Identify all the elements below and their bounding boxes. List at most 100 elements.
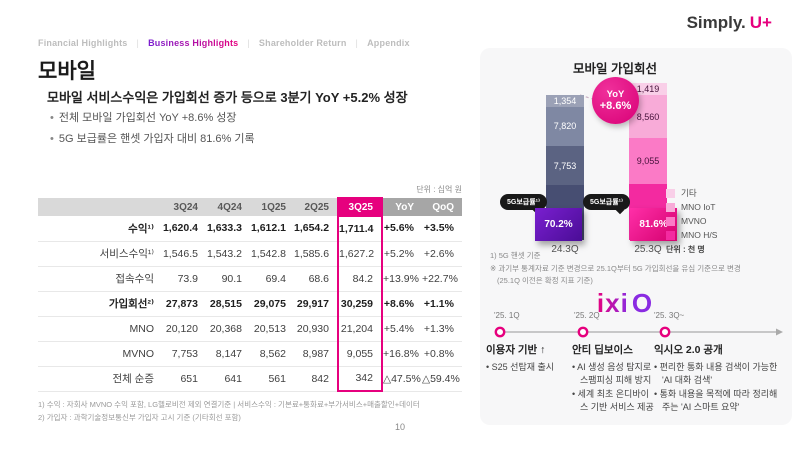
page-title: 모바일 — [38, 60, 96, 83]
financial-table: 3Q24 4Q24 1Q25 2Q25 3Q25 YoY QoQ 수익¹⁾ 1,620.4 1,… — [38, 197, 462, 392]
chart-footnote-2: ※ 과기부 통계자료 기준 변경으로 25.1Q부터 5G 가입회선을 유심 기… — [490, 263, 741, 273]
nav-item-3[interactable]: Appendix — [367, 38, 410, 48]
chart-footnotes: 1) 5G 핸셋 기준 ※ 과기부 통계자료 기준 변경으로 25.1Q부터 5G… — [490, 250, 741, 288]
table-cell: 20,930 — [294, 316, 338, 342]
yoy-badge: YoY +8.6% — [592, 77, 639, 124]
table-cell: 1,654.2 — [294, 216, 338, 242]
chart-legend: 기타 MNO IoT MVNO MNO H/S — [666, 186, 717, 242]
ixio-logo-o: O — [631, 288, 654, 318]
nav-item-2[interactable]: Shareholder Return — [258, 38, 347, 48]
yoy-badge-label: YoY — [606, 88, 625, 100]
key-bullet-text: 5G 보급률은 핸셋 가입자 대비 81.6% 기록 — [58, 133, 255, 145]
table-cell: +3.5% — [422, 216, 462, 242]
bullet-icon: • — [50, 112, 54, 124]
legend-swatch-icon — [666, 230, 675, 240]
table-col-header-4Q24: 4Q24 — [206, 198, 250, 216]
ixio-logo: ixi O — [480, 288, 770, 319]
table-cell: △47.5% — [382, 366, 422, 392]
table-body: 수익¹⁾ 1,620.4 1,633.3 1,612.1 1,654.2 1,711.4 +… — [38, 216, 462, 392]
table-cell: 1,627.2 — [337, 241, 383, 267]
category-label: 24.3Q — [551, 244, 579, 255]
table-cell: 7,753 — [162, 341, 206, 367]
table-cell: 8,562 — [250, 341, 294, 367]
table-col-header-3Q25: 3Q25 — [337, 197, 383, 217]
ixio-logo-text: ixi — [596, 288, 629, 318]
table-col-header-label — [38, 198, 162, 216]
table-col-header-YoY: YoY — [382, 198, 422, 216]
table-cell: 1,585.6 — [294, 241, 338, 267]
timeline-dot-icon — [494, 326, 506, 338]
table-cell: +8.6% — [382, 291, 422, 317]
chart-footnote-3: (25.1Q 이전은 확정 지표 기준) — [497, 276, 593, 285]
chart-unit-label: 단위 : 천 명 — [666, 245, 705, 254]
table-cell: 84.2 — [337, 266, 383, 292]
row-label: 서비스수익¹⁾ — [38, 241, 162, 267]
table-cell: 90.1 — [206, 266, 250, 292]
legend-label: MNO H/S — [681, 230, 718, 240]
table-cell: 561 — [250, 366, 294, 392]
table-cell: 30,259 — [337, 291, 383, 317]
table-cell: +5.4% — [382, 316, 422, 342]
top-nav: Financial Highlights | Business Highlights… — [38, 38, 410, 48]
nav-item-0[interactable]: Financial Highlights — [38, 38, 128, 48]
table-cell: 68.6 — [294, 266, 338, 292]
row-label: 접속수익 — [38, 266, 162, 292]
row-label: 전체 순증 — [38, 366, 162, 392]
milestone-bullet: • 편리한 통화 내용 검색이 가능한 'AI 대화 검색' — [654, 362, 778, 385]
penetration-pill: 5G보급률¹⁾ — [500, 194, 548, 210]
bar-segment-기타: 1,419 — [629, 83, 667, 96]
legend-swatch-icon — [666, 216, 675, 226]
table-footnote-1: 1) 수익 : 자회사 MVNO 수익 포함, LG헬로비전 제외 연결기준 |… — [38, 400, 420, 409]
table-col-header-2Q25: 2Q25 — [294, 198, 338, 216]
key-bullets: • 전체 모바일 가입회선 YoY +8.6% 성장 • 5G 보급률은 핸셋 가입자… — [50, 108, 255, 150]
nav-item-1[interactable]: Business Highlights — [148, 38, 239, 48]
legend-label: MNO IoT — [681, 202, 716, 212]
timeline-date-2: '25. 3Q~ — [654, 311, 685, 320]
milestone-title: 이용자 기반 ↑ — [486, 344, 546, 356]
table-cell: 21,204 — [337, 316, 383, 342]
table-header: 3Q24 4Q24 1Q25 2Q25 3Q25 YoY QoQ — [38, 197, 462, 217]
key-bullet-0: • 전체 모바일 가입회선 YoY +8.6% 성장 — [50, 108, 255, 129]
bar-segment-기타: 1,354 — [546, 94, 584, 107]
category-label: 25.3Q — [634, 244, 662, 255]
table-cell: +16.8% — [382, 341, 422, 367]
legend-swatch-icon — [666, 202, 675, 212]
table-cell: +1.1% — [422, 291, 462, 317]
mobile-subscribers-panel: 모바일 가입회선 10,9467,7537,8201,35424.3Q5G보급률… — [480, 48, 792, 425]
row-label: 수익¹⁾ — [38, 216, 162, 242]
table-cell: 1,542.8 — [250, 241, 294, 267]
table-cell: 9,055 — [337, 341, 383, 367]
table-cell: +5.2% — [382, 241, 422, 267]
table-cell: 8,987 — [294, 341, 338, 367]
table-cell: 20,513 — [250, 316, 294, 342]
table-cell: 8,147 — [206, 341, 250, 367]
table-row: MNO 20,120 20,368 20,513 20,930 21,204 +5.4% +1… — [38, 316, 462, 342]
row-label: MNO — [38, 316, 162, 342]
bar-segment-MVNO: 9,055 — [629, 138, 667, 184]
row-label: 가입회선²⁾ — [38, 291, 162, 317]
bullet-icon: • — [50, 133, 54, 145]
table-cell: 342 — [337, 366, 383, 392]
table-row: 수익¹⁾ 1,620.4 1,633.3 1,612.1 1,654.2 1,711.4 +… — [38, 216, 462, 242]
timeline-axis — [494, 326, 783, 338]
table-col-header-3Q24: 3Q24 — [162, 198, 206, 216]
table-row: 전체 순증 651 641 561 842 342 △47.5% △59.4% — [38, 366, 462, 392]
table-col-header-QoQ: QoQ — [422, 198, 462, 216]
timeline-milestone-2: 익시오 2.0 공개 • 편리한 통화 내용 검색이 가능한 'AI 대화 검색'… — [654, 342, 786, 415]
table-row: 서비스수익¹⁾ 1,546.5 1,543.2 1,542.8 1,585.6 1,627… — [38, 241, 462, 267]
table-cell: 1,546.5 — [162, 241, 206, 267]
milestone-title: 익시오 2.0 공개 — [654, 344, 723, 356]
table-cell: △59.4% — [422, 366, 462, 392]
timeline-date-1: '25. 2Q — [574, 311, 600, 320]
timeline-arrow-icon — [776, 328, 783, 336]
milestone-title: 안티 딥보이스 — [572, 344, 633, 356]
chart-title: 모바일 가입회선 — [573, 62, 657, 76]
table-cell: 73.9 — [162, 266, 206, 292]
table-cell: +13.9% — [382, 266, 422, 292]
timeline-milestone-1: 안티 딥보이스 • AI 생성 음성 탐지로 스팸피싱 피해 방지 • 세계 최초 … — [572, 342, 654, 415]
table-cell: 1,543.2 — [206, 241, 250, 267]
table-cell: 1,633.3 — [206, 216, 250, 242]
table-cell: 842 — [294, 366, 338, 392]
legend-item: MVNO — [666, 214, 717, 228]
